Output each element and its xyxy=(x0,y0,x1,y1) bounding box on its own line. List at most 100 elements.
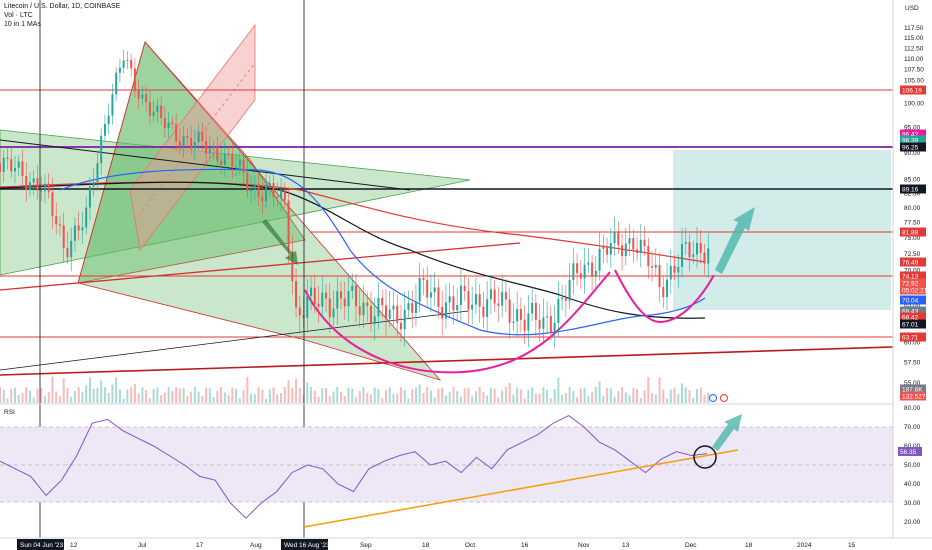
candle-body xyxy=(276,196,279,199)
volume-bar xyxy=(422,392,425,403)
volume-bar xyxy=(583,387,586,403)
volume-bar xyxy=(579,388,582,403)
volume-bar xyxy=(6,398,9,403)
volume-bar xyxy=(175,387,178,403)
volume-bar xyxy=(313,391,316,403)
price-tag-text: 76.49 xyxy=(902,259,919,266)
candle-body xyxy=(190,137,193,149)
volume-bar xyxy=(36,388,39,403)
candle-body xyxy=(366,302,369,306)
volume-bar xyxy=(628,395,631,403)
volume-bar xyxy=(358,390,361,403)
up-arrow-price xyxy=(715,207,755,274)
candle-body xyxy=(568,279,571,301)
candle-body xyxy=(598,248,601,271)
rsi-trendline xyxy=(303,449,739,528)
ma-blue xyxy=(59,168,706,336)
candle-body xyxy=(587,262,590,265)
price-tick-label: 65.00 xyxy=(904,302,921,309)
volume-bar xyxy=(325,388,328,403)
ma-legend[interactable]: 10 in 1 MAs xyxy=(4,21,41,28)
volume-bar xyxy=(591,391,594,403)
price-tick-label: 115.00 xyxy=(904,35,924,42)
candle-body xyxy=(212,146,215,149)
candle-body xyxy=(482,306,485,317)
volume-bar xyxy=(448,392,451,403)
volume-bar xyxy=(429,390,432,403)
volume-bar xyxy=(92,388,95,403)
volume-bar xyxy=(478,387,481,403)
candle-body xyxy=(538,319,541,329)
candle-body xyxy=(313,287,316,304)
volume-bar xyxy=(508,382,511,403)
price-tag xyxy=(900,184,926,194)
volume-bar xyxy=(96,387,99,403)
candle-body xyxy=(238,159,241,167)
candle-body xyxy=(336,291,339,309)
price-tag xyxy=(900,85,926,95)
volume-bar xyxy=(73,391,76,403)
indicator-icon-2[interactable] xyxy=(720,394,728,402)
volume-bar xyxy=(369,394,372,403)
volume-legend[interactable]: Vol · LTC xyxy=(4,12,33,19)
candle-body xyxy=(662,287,665,298)
candle-body xyxy=(167,122,170,128)
volume-bar xyxy=(692,398,695,403)
candle-body xyxy=(609,243,612,255)
indicator-icon-1[interactable] xyxy=(709,394,717,402)
volume-bar xyxy=(707,392,710,403)
volume-bar xyxy=(70,396,73,403)
candle-body xyxy=(377,297,380,317)
volume-bar xyxy=(482,392,485,403)
rsi-band xyxy=(0,427,893,502)
candle-body xyxy=(527,313,530,331)
volume-bar xyxy=(186,396,189,403)
volume-bar xyxy=(602,396,605,403)
candle-body xyxy=(261,196,264,202)
volume-bar xyxy=(272,387,275,403)
volume-bar xyxy=(145,390,148,403)
volume-bar xyxy=(62,378,65,403)
candle-body xyxy=(493,289,496,304)
volume-bar xyxy=(632,387,635,403)
price-tag xyxy=(900,142,926,152)
candle-body xyxy=(160,105,163,118)
up-arrow-rsi xyxy=(712,414,742,451)
volume-bar xyxy=(658,377,661,403)
volume-bar xyxy=(216,390,219,403)
currency-label: USD xyxy=(905,5,919,12)
candle-body xyxy=(178,141,181,147)
volume-bar xyxy=(542,387,545,403)
volume-bar xyxy=(291,387,294,403)
rising-channel-red xyxy=(129,23,256,251)
candle-body xyxy=(182,136,185,147)
candle-body xyxy=(516,308,519,322)
time-tick-label: 13 xyxy=(622,542,630,549)
candle-body xyxy=(171,122,174,125)
candle-body xyxy=(81,227,84,231)
volume-bar xyxy=(220,387,223,403)
candle-body xyxy=(692,254,695,258)
volume-bar xyxy=(328,396,331,403)
candle-body xyxy=(486,299,489,317)
volume-bar xyxy=(373,387,376,403)
volume-bar xyxy=(351,388,354,403)
symbol-title[interactable]: Litecoin / U.S. Dollar, 1D, COINBASE xyxy=(4,3,121,10)
candle-body xyxy=(437,287,440,307)
candle-body xyxy=(429,292,432,298)
candle-body xyxy=(175,124,178,142)
candle-body xyxy=(265,186,268,202)
rsi-tick-label: 80.00 xyxy=(904,405,921,412)
candle-body xyxy=(325,292,328,299)
candle-body xyxy=(373,316,376,324)
candle-body xyxy=(355,285,357,307)
volume-bar xyxy=(250,393,253,403)
candle-body xyxy=(295,281,298,308)
candle-body xyxy=(103,124,106,136)
candle-body xyxy=(531,302,534,314)
price-tag-text: 132.527K xyxy=(902,393,930,400)
candle-body xyxy=(51,192,54,217)
volume-bar xyxy=(310,387,313,403)
